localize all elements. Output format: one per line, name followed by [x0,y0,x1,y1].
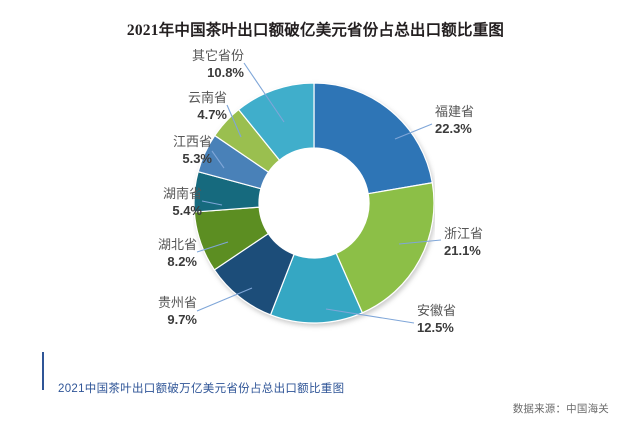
slice-value-other-provinces: 10.8% [207,64,244,80]
slice-name-jiangxi: 江西省 [172,134,212,149]
slice-name-zhejiang: 浙江省 [444,226,484,241]
slice-name-hubei: 湖北省 [157,237,197,252]
slice-name-anhui: 安徽省 [417,303,457,318]
slice-value-zhejiang: 21.1% [444,242,481,258]
slice-label-zhejiang: 浙江省 21.1% [444,226,483,259]
slice-value-hunan: 5.4% [172,202,202,218]
donut-hole [259,148,369,258]
slice-name-guizhou: 贵州省 [157,295,197,310]
slice-label-yunnan: 云南省 4.7% [188,90,227,123]
slice-value-anhui: 12.5% [417,319,454,335]
slice-label-hubei: 湖北省 8.2% [158,237,197,270]
slice-label-other-provinces: 其它省份 10.8% [192,48,244,81]
slice-name-fujian: 福建省 [435,104,475,119]
figure-caption: 2021中国茶叶出口额破万亿美元省份占总出口额比重图 [58,383,345,395]
slice-label-fujian: 福建省 22.3% [435,104,474,137]
slice-name-other-provinces: 其它省份 [191,48,244,63]
donut-chart [193,62,435,344]
chart-title: 2021年中国茶叶出口额破亿美元省份占总出口额比重图 [126,22,505,39]
slice-label-jiangxi: 江西省 5.3% [173,134,212,167]
slice-label-guizhou: 贵州省 9.7% [158,295,197,328]
data-source-note: 数据来源：中国海关 [512,403,609,415]
slice-value-jiangxi: 5.3% [182,150,212,166]
slice-name-hunan: 湖南省 [162,186,202,201]
slice-value-yunnan: 4.7% [197,106,227,122]
slice-label-hunan: 湖南省 5.4% [163,186,202,219]
slice-name-yunnan: 云南省 [187,90,227,105]
slice-value-hubei: 8.2% [167,253,197,269]
slice-value-fujian: 22.3% [435,120,472,136]
slice-label-anhui: 安徽省 12.5% [417,303,456,336]
slice-value-guizhou: 9.7% [167,311,197,327]
donut-svg [193,82,435,324]
caption-accent-bar [42,352,44,390]
